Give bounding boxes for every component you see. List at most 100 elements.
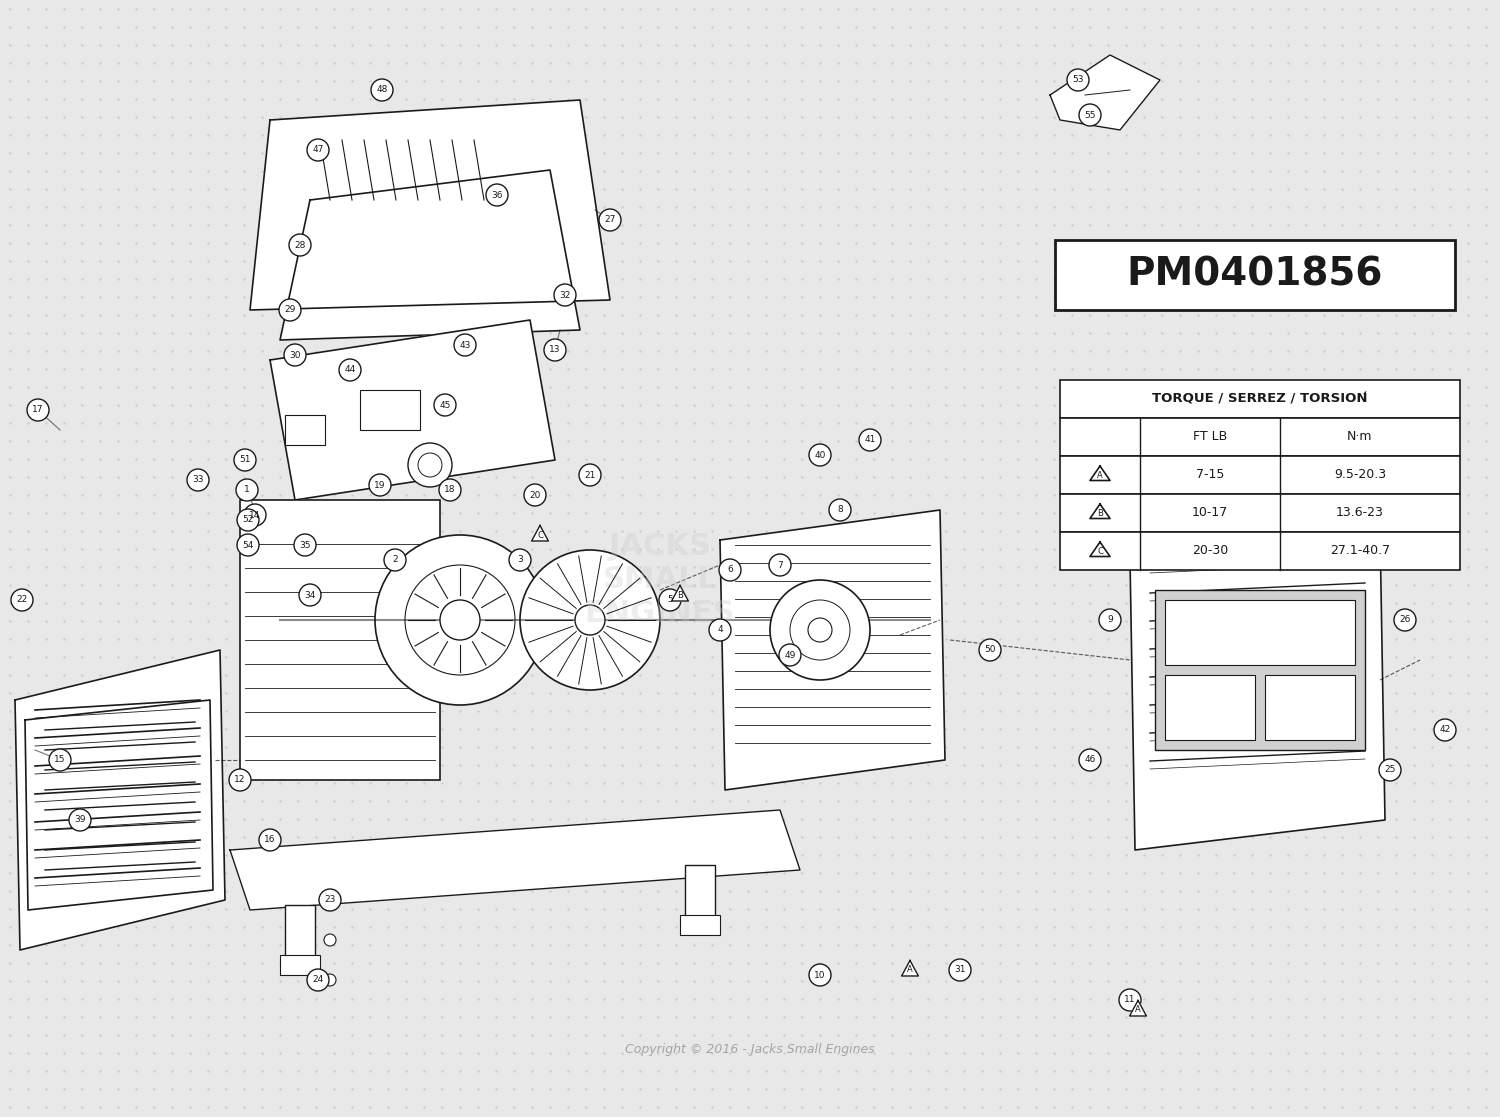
Polygon shape (26, 700, 213, 910)
Text: 44: 44 (345, 365, 355, 374)
Text: 23: 23 (324, 896, 336, 905)
Text: 36: 36 (492, 191, 502, 200)
Circle shape (770, 554, 790, 576)
Polygon shape (1090, 466, 1110, 480)
Text: JACKS
SMALL
ENGINES: JACKS SMALL ENGINES (585, 532, 735, 628)
Text: 28: 28 (294, 240, 306, 249)
Bar (285, 416, 326, 445)
Text: 7: 7 (777, 561, 783, 570)
Circle shape (808, 964, 831, 986)
Text: 34: 34 (304, 591, 315, 600)
Text: 2: 2 (392, 555, 398, 564)
Text: 10: 10 (815, 971, 825, 980)
Text: 31: 31 (954, 965, 966, 974)
Circle shape (370, 79, 393, 101)
Text: 20-30: 20-30 (1192, 544, 1228, 557)
Text: 42: 42 (1440, 726, 1450, 735)
Text: 16: 16 (264, 836, 276, 844)
Polygon shape (1130, 529, 1384, 850)
Circle shape (1434, 719, 1456, 741)
Bar (1166, 600, 1354, 665)
Circle shape (237, 534, 260, 556)
Bar (1060, 494, 1460, 532)
Polygon shape (1090, 504, 1110, 518)
Text: 17: 17 (33, 405, 44, 414)
Text: A: A (1096, 471, 1102, 480)
Circle shape (486, 184, 508, 206)
Text: TORQUE / SERREZ / TORSIOŃ: TORQUE / SERREZ / TORSIOŃ (1152, 392, 1368, 405)
Polygon shape (230, 810, 800, 910)
Circle shape (234, 449, 256, 471)
Circle shape (808, 443, 831, 466)
Circle shape (324, 934, 336, 946)
Circle shape (308, 139, 328, 161)
Text: 13: 13 (549, 345, 561, 354)
Text: 33: 33 (192, 476, 204, 485)
Circle shape (778, 645, 801, 666)
Text: 53: 53 (1072, 76, 1083, 85)
Circle shape (50, 750, 70, 771)
Text: 26: 26 (1400, 615, 1410, 624)
Text: 41: 41 (864, 436, 876, 445)
Text: 8: 8 (837, 506, 843, 515)
Text: 32: 32 (560, 290, 570, 299)
Bar (1060, 380, 1460, 418)
Polygon shape (902, 961, 918, 976)
Text: 29: 29 (285, 306, 296, 315)
Bar (285, 905, 315, 960)
Text: 12: 12 (234, 775, 246, 784)
Circle shape (408, 443, 452, 487)
Circle shape (859, 429, 880, 451)
Text: A: A (1136, 1005, 1142, 1014)
Text: 22: 22 (16, 595, 27, 604)
Circle shape (1119, 989, 1142, 1011)
Text: 13.6-23: 13.6-23 (1336, 506, 1384, 519)
Polygon shape (1050, 55, 1160, 130)
Text: 50: 50 (984, 646, 996, 655)
Circle shape (770, 580, 870, 680)
Circle shape (1078, 750, 1101, 771)
Bar (1166, 675, 1256, 739)
Circle shape (236, 479, 258, 502)
Circle shape (520, 550, 660, 690)
Text: 54: 54 (243, 541, 254, 550)
Circle shape (237, 509, 260, 531)
Text: FT LB: FT LB (1192, 430, 1227, 443)
Bar (360, 390, 420, 430)
Bar (280, 955, 320, 975)
Text: 11: 11 (1125, 995, 1136, 1004)
Text: 1: 1 (244, 486, 250, 495)
Circle shape (544, 338, 566, 361)
Circle shape (598, 209, 621, 231)
Polygon shape (1130, 1001, 1146, 1016)
Circle shape (830, 499, 850, 521)
Text: 6: 6 (728, 565, 734, 574)
Text: 21: 21 (585, 470, 596, 479)
Circle shape (1066, 69, 1089, 90)
Bar (1060, 532, 1460, 570)
Text: 20: 20 (530, 490, 540, 499)
Circle shape (950, 960, 970, 981)
Circle shape (710, 619, 730, 641)
Text: 43: 43 (459, 341, 471, 350)
Polygon shape (280, 170, 580, 340)
Text: 14: 14 (249, 510, 261, 519)
Text: 9.5-20.3: 9.5-20.3 (1334, 468, 1386, 481)
Bar (240, 500, 440, 780)
Bar (680, 915, 720, 935)
Circle shape (433, 394, 456, 416)
Text: 47: 47 (312, 145, 324, 154)
Polygon shape (672, 585, 688, 601)
Text: 30: 30 (290, 351, 300, 360)
Circle shape (1100, 609, 1120, 631)
Circle shape (419, 454, 442, 477)
Polygon shape (720, 510, 945, 790)
Text: 19: 19 (375, 480, 386, 489)
Circle shape (69, 809, 92, 831)
Circle shape (1378, 758, 1401, 781)
Circle shape (279, 299, 302, 321)
Text: N·m: N·m (1347, 430, 1372, 443)
Text: 9: 9 (1107, 615, 1113, 624)
Circle shape (1078, 104, 1101, 126)
Circle shape (579, 464, 602, 486)
